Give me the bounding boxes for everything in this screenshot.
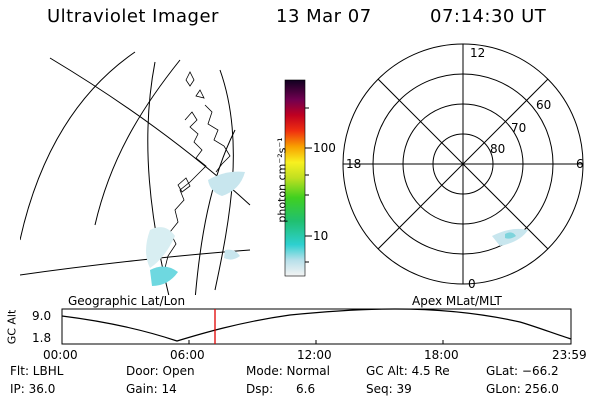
- altitude-curve: [61, 308, 572, 342]
- x-tick-label: 23:59: [552, 348, 587, 362]
- longitude-line: [94, 59, 181, 226]
- coastline: [185, 71, 195, 87]
- dsp-status: Dsp: 6.6: [246, 382, 316, 396]
- glat-status: GLat: −66.2: [486, 364, 559, 378]
- mlt-label-top: 12: [470, 46, 486, 60]
- door-status: Door: Open: [126, 364, 195, 378]
- ip-status: IP: 36.0: [10, 382, 56, 396]
- mlt-label-bottom: 0: [468, 277, 476, 291]
- colorbar: [284, 79, 306, 277]
- timeline-box: [61, 308, 572, 345]
- geographic-map: [20, 51, 251, 295]
- coastline: [177, 177, 191, 193]
- colorbar-tick-label: 10: [313, 229, 329, 243]
- x-tick-label: 06:00: [170, 348, 205, 362]
- x-tick-label: 12:00: [297, 348, 332, 362]
- lat-label: 70: [511, 121, 527, 135]
- gain-status: Gain: 14: [126, 382, 177, 396]
- instrument-title: Ultraviolet Imager: [47, 6, 219, 27]
- gc-alt-status: GC Alt: 4.5 Re: [366, 364, 450, 378]
- filter-status: Flt: LBHL: [10, 364, 64, 378]
- colorbar-unit-label: photon cm⁻²s⁻¹: [275, 137, 289, 223]
- polar-panel-label: Apex MLat/MLT: [412, 294, 502, 308]
- x-tick-label: 00:00: [43, 348, 78, 362]
- mlt-label-right: 6: [576, 157, 584, 171]
- seq-status: Seq: 39: [366, 382, 412, 396]
- geo-panel-label: Geographic Lat/Lon: [68, 294, 186, 308]
- colorbar-tick-label: 100: [313, 141, 336, 155]
- observation-time: 07:14:30 UT: [430, 6, 547, 27]
- mode-status: Mode: Normal: [246, 364, 330, 378]
- lat-label: 80: [490, 142, 506, 156]
- latitude-line: [20, 249, 251, 276]
- polar-grid: [342, 43, 584, 285]
- polar-aurora: [492, 228, 528, 246]
- longitude-line: [20, 51, 136, 241]
- mlt-label-left: 18: [346, 157, 362, 171]
- coastline: [204, 104, 231, 173]
- y-tick-label: 1.8: [32, 331, 52, 345]
- x-tick-label: 18:00: [424, 348, 459, 362]
- glon-status: GLon: 256.0: [486, 382, 559, 396]
- y-tick-label: 9.0: [32, 309, 52, 323]
- latitude-line: [194, 129, 236, 295]
- aurora-emission: [146, 171, 245, 286]
- timeline-y-label: GC Alt: [5, 309, 19, 345]
- coastline: [163, 111, 207, 273]
- coastline: [195, 89, 205, 99]
- lat-label: 60: [536, 98, 552, 112]
- observation-date: 13 Mar 07: [276, 6, 372, 27]
